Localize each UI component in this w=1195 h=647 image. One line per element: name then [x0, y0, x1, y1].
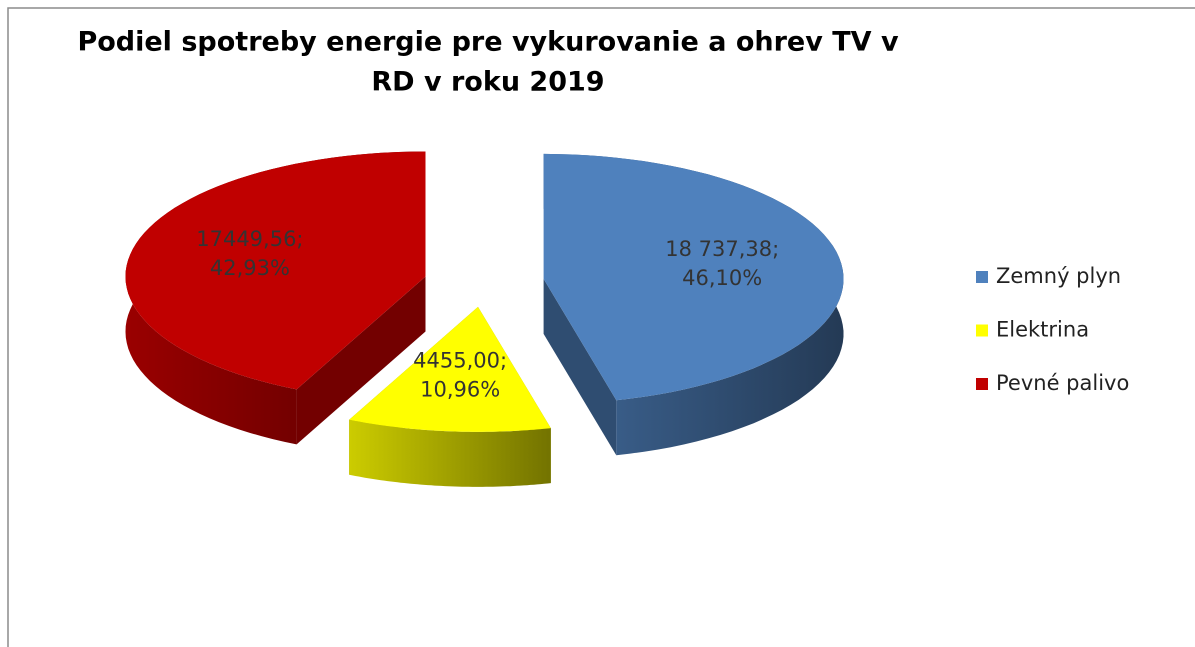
legend-label: Pevné palivo [996, 371, 1129, 395]
data-label: 17449,56; [196, 227, 303, 251]
chart-title: Podiel spotreby energie pre vykurovanie … [77, 27, 898, 58]
legend-label: Elektrina [996, 318, 1089, 342]
data-label: 4455,00; [413, 349, 507, 373]
data-label: 18 737,38; [665, 237, 779, 261]
slice [543, 153, 844, 401]
data-label: 46,10% [682, 266, 762, 290]
slice [349, 306, 551, 432]
data-label: 42,93% [210, 256, 290, 280]
chart-border [7, 7, 1195, 647]
legend-label: Zemný plyn [996, 264, 1121, 288]
slice-side [349, 419, 551, 487]
chart-title: RD v roku 2019 [371, 67, 604, 98]
slice-side [543, 278, 617, 456]
legend-swatch [976, 271, 988, 283]
slice-side [296, 276, 426, 445]
data-label: 10,96% [420, 378, 500, 402]
slice [125, 151, 426, 390]
legend-swatch [976, 378, 988, 390]
legend-swatch [976, 324, 988, 337]
